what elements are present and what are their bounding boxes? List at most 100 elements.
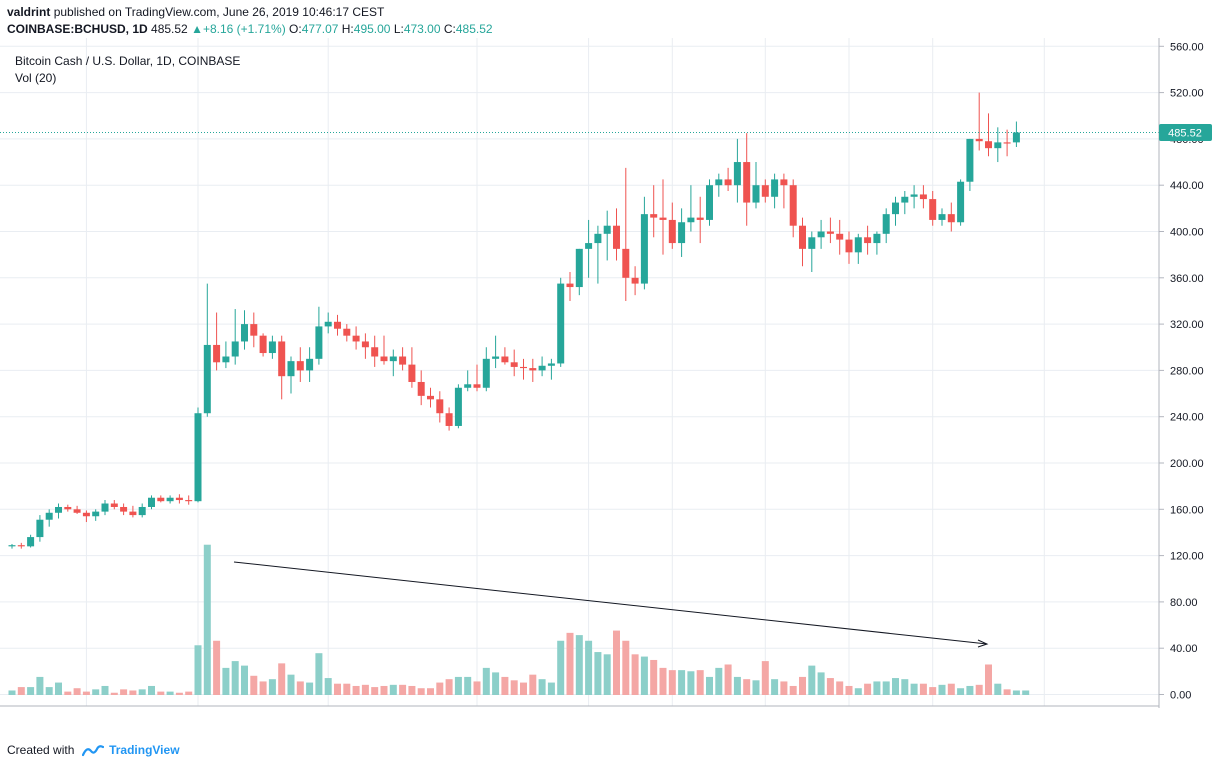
volume-bar	[771, 679, 779, 695]
volume-bar	[566, 632, 574, 695]
volume-bar	[17, 687, 25, 695]
candle	[919, 185, 927, 209]
volume-bar	[73, 688, 81, 695]
candle-body	[678, 222, 686, 244]
candle-body	[919, 194, 927, 200]
volume-bar	[166, 691, 174, 695]
candle-body	[836, 233, 844, 240]
y-tick-label: 320.00	[1170, 319, 1204, 331]
candle	[789, 179, 797, 238]
volume-bar	[817, 672, 825, 695]
volume-bar	[724, 664, 732, 695]
tradingview-brand[interactable]: TradingView	[109, 743, 180, 757]
candle	[529, 358, 537, 382]
volume-bar	[715, 667, 723, 695]
candle	[157, 495, 165, 503]
candle	[510, 349, 518, 377]
candle-body	[510, 362, 518, 367]
volume-bar	[45, 687, 53, 695]
volume-bar	[613, 630, 620, 695]
candle	[8, 544, 16, 549]
candle	[985, 113, 992, 157]
candle	[547, 358, 555, 380]
candle	[994, 127, 1002, 163]
candle-body	[175, 497, 183, 501]
trend-line	[233, 561, 988, 645]
candle	[650, 185, 658, 238]
volume-bar	[222, 667, 230, 695]
candle	[408, 347, 416, 388]
volume-bar	[1022, 690, 1030, 695]
volume-bar	[594, 652, 602, 695]
volume-bar	[687, 671, 695, 695]
y-tick-label: 360.00	[1170, 273, 1204, 285]
volume-bar	[436, 682, 444, 695]
candle	[724, 167, 732, 191]
volume-bar	[138, 689, 146, 695]
volume-bar	[315, 653, 323, 695]
volume-bar	[966, 685, 974, 695]
candle	[417, 370, 425, 406]
candle-body	[454, 387, 462, 426]
candle	[454, 384, 462, 429]
candle	[73, 505, 81, 514]
candle	[315, 306, 323, 365]
candle-body	[408, 364, 416, 382]
candle	[473, 364, 481, 392]
price-chart[interactable]: 560.00520.00480.00440.00400.00360.00320.…	[0, 38, 1219, 708]
open-value: 477.07	[301, 22, 339, 36]
volume-bar	[120, 689, 128, 695]
candle	[566, 272, 574, 301]
candle	[761, 179, 769, 203]
volume-bar	[826, 678, 834, 695]
candle-body	[166, 497, 174, 502]
candle	[1003, 129, 1011, 157]
candle-body	[882, 214, 890, 234]
low-value: 473.00	[403, 22, 441, 36]
candle-body	[706, 185, 713, 220]
y-tick-label: 80.00	[1170, 597, 1198, 609]
volume-bar	[501, 676, 509, 695]
candle	[603, 210, 611, 261]
volume-bar	[650, 659, 658, 695]
volume-bar	[82, 691, 90, 695]
candle-body	[92, 511, 100, 517]
candle-body	[817, 231, 825, 238]
candle	[659, 179, 667, 255]
candle-body	[45, 512, 53, 520]
candle-body	[826, 231, 834, 234]
candle-body	[315, 326, 323, 359]
volume-bar	[892, 678, 899, 695]
volume-bar	[241, 665, 248, 695]
author-name[interactable]: valdrint	[7, 5, 51, 19]
volume-bar	[929, 687, 937, 695]
candle	[947, 202, 955, 232]
candle-body	[334, 321, 341, 329]
last-price-tag-text: 485.52	[1168, 128, 1202, 140]
volume-bar	[659, 667, 667, 695]
candle	[213, 312, 221, 371]
volume-bar	[985, 664, 992, 695]
candle-body	[780, 179, 788, 186]
candle-body	[436, 399, 444, 414]
candle	[575, 248, 583, 296]
candle-body	[82, 512, 90, 517]
symbol-label: COINBASE:BCHUSD, 1D	[7, 22, 148, 36]
y-tick-label: 520.00	[1170, 88, 1204, 100]
volume-bar	[92, 689, 100, 695]
volume-bar	[371, 687, 379, 695]
candle	[129, 505, 137, 518]
volume-bar	[492, 672, 500, 695]
volume-bar	[836, 681, 844, 695]
open-label: O:	[289, 22, 302, 36]
candle-body	[380, 356, 388, 362]
candle	[445, 407, 453, 431]
volume-bar	[27, 687, 35, 695]
volume-bar	[380, 685, 388, 695]
volume-bar	[259, 681, 267, 695]
candle-body	[659, 217, 667, 220]
volume-bar	[799, 676, 806, 695]
candle	[343, 324, 351, 342]
volume-bar	[678, 670, 686, 695]
candle	[957, 179, 965, 226]
